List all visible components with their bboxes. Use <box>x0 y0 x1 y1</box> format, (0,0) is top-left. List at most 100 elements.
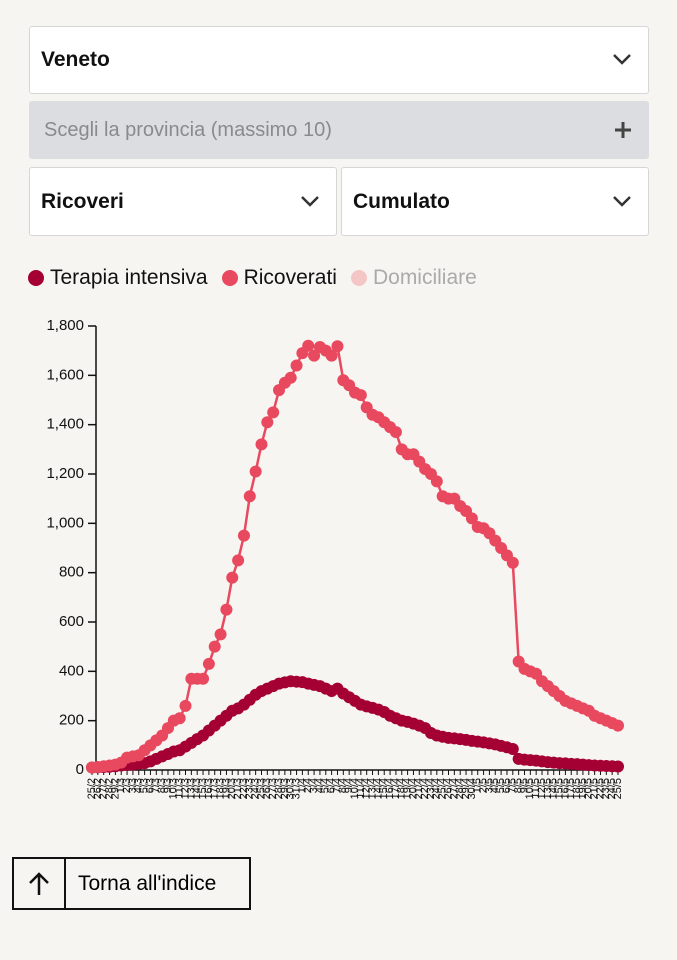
x-tick-label: 8/3 <box>156 778 168 793</box>
legend-item[interactable]: Domiciliare <box>350 266 477 290</box>
x-tick-label: 5/4 <box>320 778 332 793</box>
x-tick-label: 13/3 <box>185 778 197 799</box>
region-select[interactable]: Veneto <box>29 26 649 94</box>
mode-label: Cumulato <box>353 189 450 213</box>
x-tick-label: 25/4 <box>437 778 449 799</box>
province-placeholder: Scegli la provincia (massimo 10) <box>44 118 332 141</box>
x-tick-label: 21/4 <box>413 778 425 799</box>
x-tick-label: 10/4 <box>349 778 361 799</box>
x-tick-label: 24/3 <box>250 778 262 799</box>
y-tick-label: 1,200 <box>46 465 84 482</box>
province-select[interactable]: Scegli la provincia (massimo 10) <box>29 101 649 159</box>
x-tick-label: 28/3 <box>273 778 285 799</box>
x-tick-label: 12/5 <box>536 778 548 799</box>
back-button[interactable]: Torna all'indice <box>12 857 251 910</box>
x-tick-label: 25/3 <box>255 778 267 799</box>
x-tick-label: 7/3 <box>150 778 162 793</box>
legend-item[interactable]: Ricoverati <box>221 266 337 290</box>
x-tick-label: 24/4 <box>431 778 443 799</box>
x-tick-label: 18/3 <box>214 778 226 799</box>
x-tick-label: 6/5 <box>501 778 513 793</box>
x-tick-label: 8/5 <box>513 778 525 793</box>
x-tick-label: 21/3 <box>232 778 244 799</box>
x-tick-label: 12/3 <box>179 778 191 799</box>
point <box>226 571 239 584</box>
x-tick-label: 15/4 <box>378 778 390 799</box>
point <box>430 475 443 488</box>
y-tick-label: 0 <box>76 761 84 778</box>
chevron <box>301 195 319 207</box>
x-tick-label: 20/5 <box>583 778 595 799</box>
legend-item[interactable]: Terapia intensiva <box>28 266 208 290</box>
point <box>267 406 280 419</box>
x-tick-label: 17/5 <box>565 778 577 799</box>
point <box>389 426 402 439</box>
x-tick-label: 3/3 <box>127 778 139 793</box>
point <box>465 512 478 525</box>
y-tick-label: 400 <box>59 662 84 679</box>
mode-select[interactable]: Cumulato <box>341 167 649 236</box>
x-tick-label: 22/4 <box>419 778 431 799</box>
metric-select[interactable]: Ricoveri <box>29 167 337 236</box>
point <box>202 657 215 670</box>
x-tick-label: 22/3 <box>238 778 250 799</box>
legend-label: Ricoverati <box>243 266 337 289</box>
x-tick-label: 4/3 <box>133 778 145 793</box>
region-label: Veneto <box>41 48 110 71</box>
point <box>612 719 624 732</box>
point <box>208 640 221 653</box>
x-tick-label: 15/3 <box>197 778 209 799</box>
chevron <box>613 54 631 65</box>
x-tick-label: 4/4 <box>314 778 326 793</box>
x-tick-label: 29/2 <box>109 778 121 799</box>
y-tick-label: 200 <box>59 712 84 729</box>
x-tick-label: 11/3 <box>174 778 186 799</box>
point <box>506 743 519 756</box>
legend-swatch <box>350 270 367 286</box>
point <box>255 438 268 451</box>
up-arrow-icon <box>14 859 66 908</box>
x-tick-label: 29/4 <box>460 778 472 799</box>
y-tick-label: 600 <box>59 613 84 630</box>
x-tick-label: 13/4 <box>366 778 378 799</box>
x-tick-label: 14/4 <box>372 778 384 799</box>
x-tick-label: 16/4 <box>384 778 396 799</box>
x-tick-label: 18/4 <box>396 778 408 799</box>
legend: Terapia intensiva Ricoverati Domiciliare <box>28 266 477 290</box>
x-tick-label: 17/3 <box>209 778 221 799</box>
x-tick-label: 14/5 <box>548 778 560 799</box>
x-tick-label: 10/5 <box>524 778 536 799</box>
x-tick-label: 29/3 <box>279 778 291 799</box>
back-label: Torna all'indice <box>78 871 217 895</box>
x-tick-label: 16/5 <box>559 778 571 799</box>
metric-label: Ricoveri <box>41 189 124 213</box>
x-tick-label: 23/5 <box>600 778 612 799</box>
point <box>354 389 367 402</box>
point <box>284 371 297 384</box>
x-tick-label: 27/2 <box>98 778 110 799</box>
legend-swatch <box>28 270 44 286</box>
x-tick-label: 8/4 <box>337 778 349 793</box>
x-tick-label: 7/4 <box>331 778 343 793</box>
point <box>290 359 303 372</box>
y-tick-label: 800 <box>59 564 84 581</box>
point <box>237 529 250 542</box>
x-tick-label: 6/3 <box>144 778 156 793</box>
point <box>173 712 186 725</box>
x-tick-label: 22/5 <box>594 778 606 799</box>
point <box>214 628 227 641</box>
x-tick-label: 23/3 <box>244 778 256 799</box>
x-tick-label: 2/3 <box>121 778 133 793</box>
x-tick-label: 18/5 <box>571 778 583 799</box>
x-tick-label: 15/5 <box>553 778 565 799</box>
x-tick-label: 4/5 <box>489 778 501 793</box>
x-tick-label: 14/3 <box>191 778 203 799</box>
point <box>249 465 262 478</box>
point <box>232 554 245 567</box>
point <box>220 603 233 616</box>
x-tick-label: 19/4 <box>402 778 414 799</box>
x-tick-label: 26/2 <box>92 778 104 799</box>
x-tick-label: 1/5 <box>472 778 484 793</box>
point <box>179 699 192 712</box>
point <box>506 556 519 569</box>
